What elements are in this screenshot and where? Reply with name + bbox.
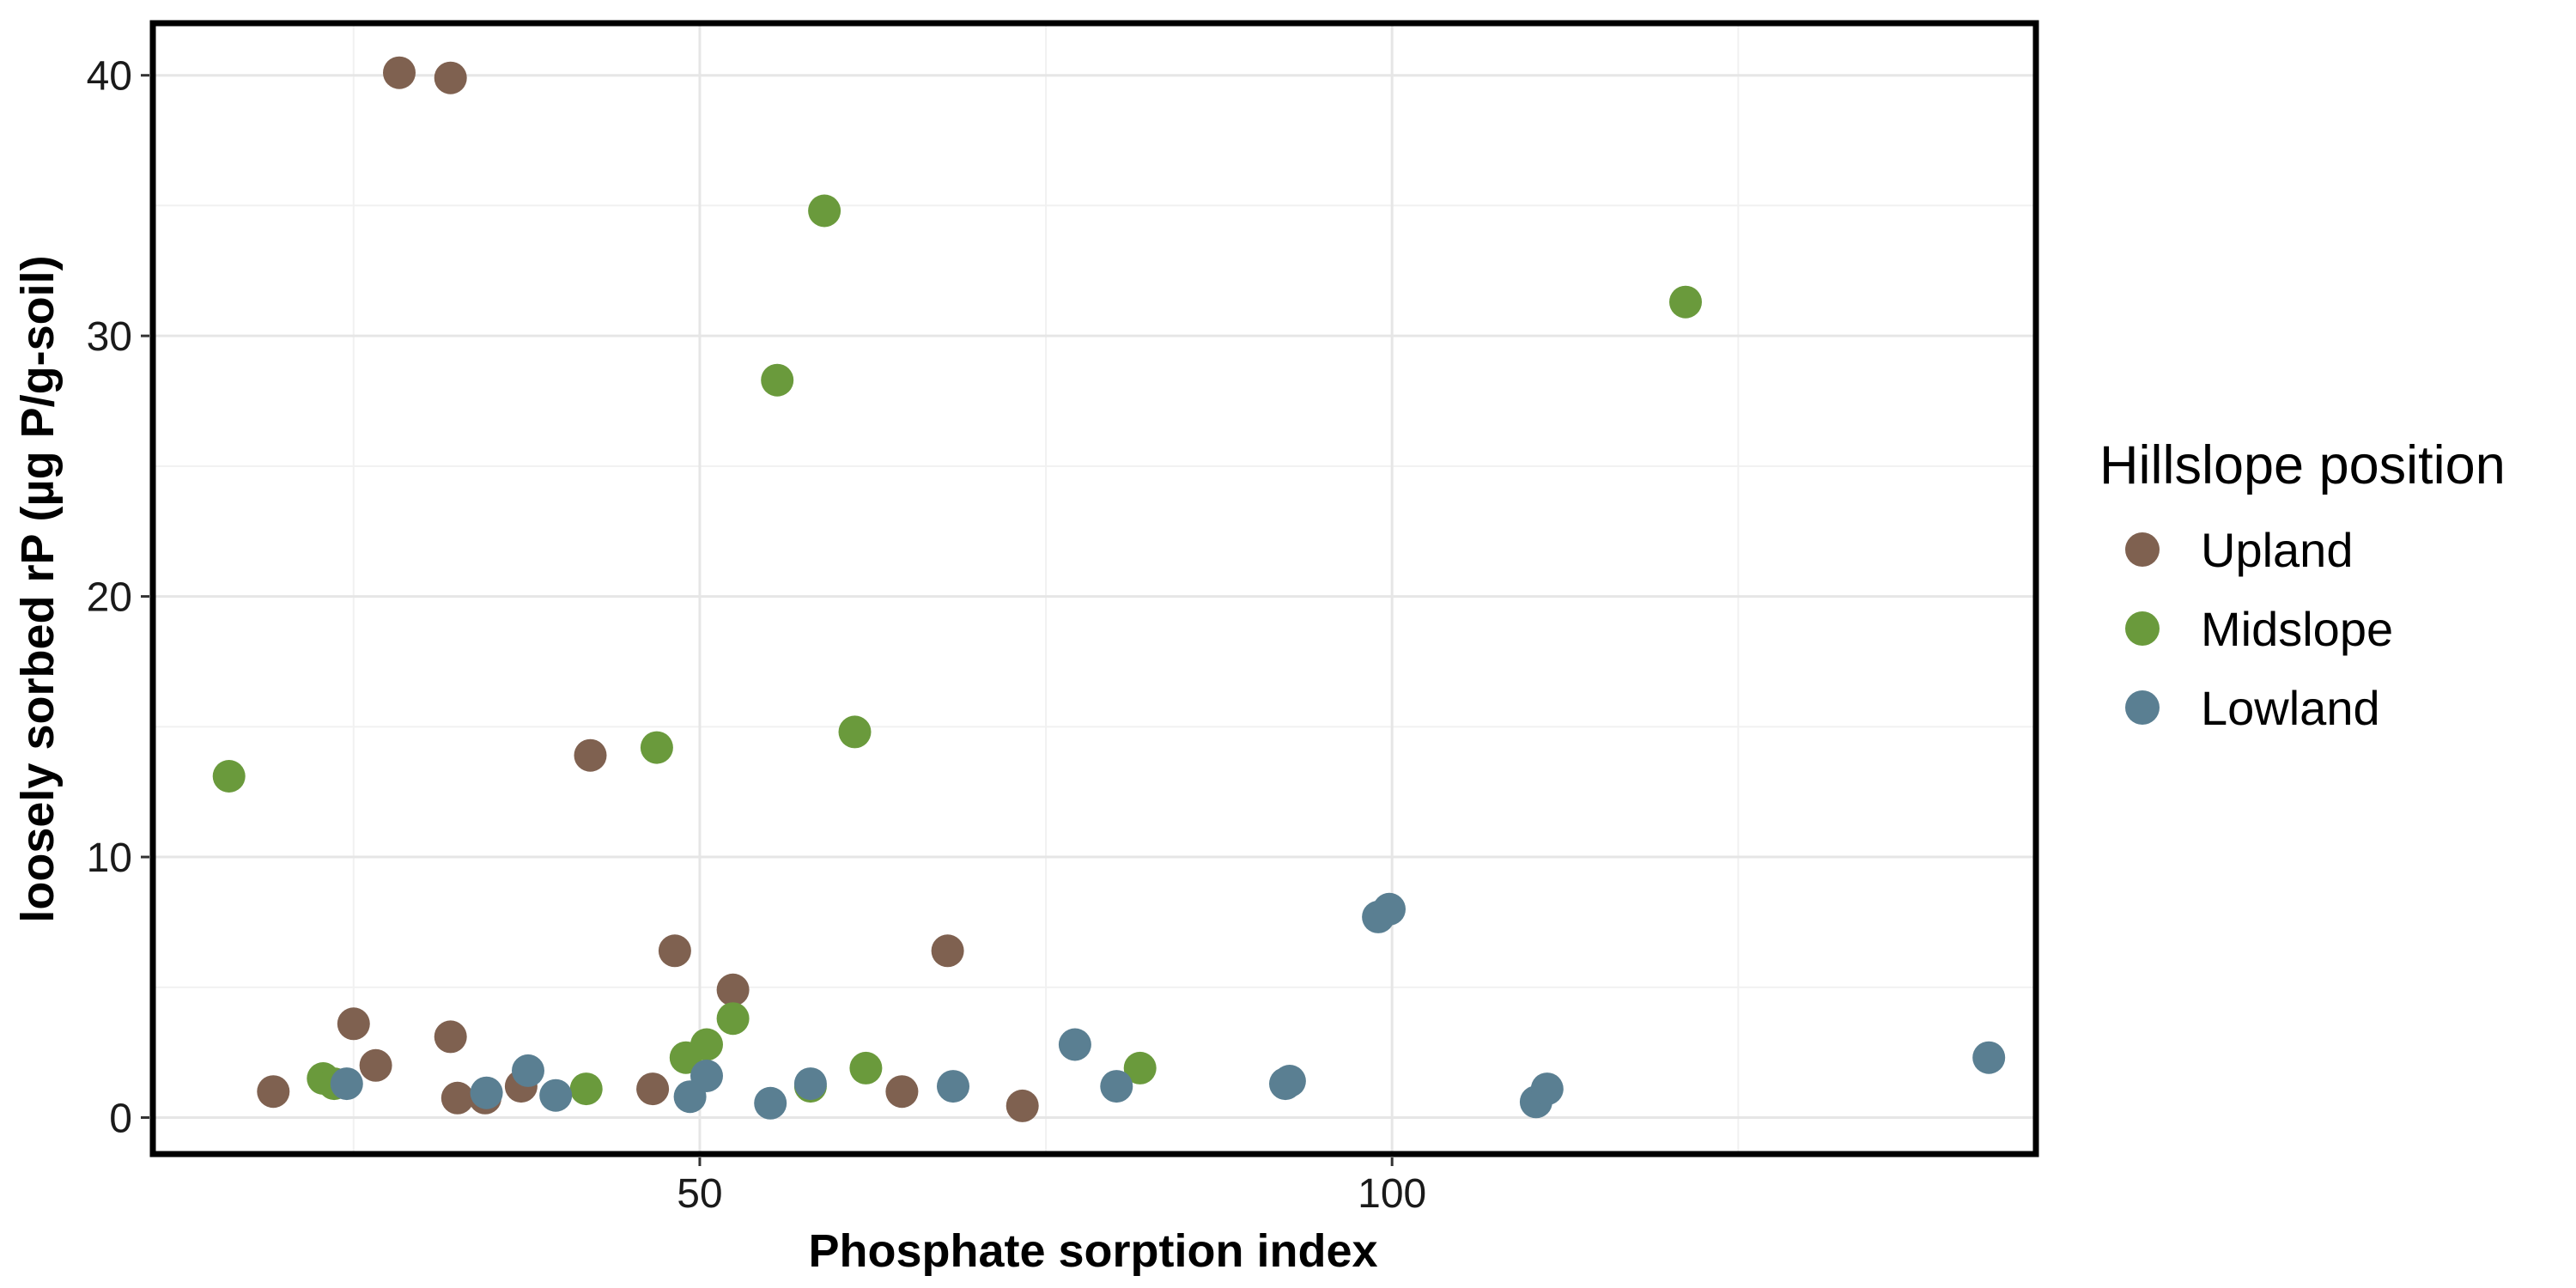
data-point-midslope xyxy=(849,1051,883,1084)
y-axis-ticks: 0 10 20 30 40 xyxy=(87,54,149,1142)
x-axis-title: Phosphate sorption index xyxy=(808,1225,1377,1277)
data-point-upland xyxy=(440,1081,474,1115)
plot-border xyxy=(149,20,2039,1157)
data-point-midslope xyxy=(761,363,794,397)
y-axis-title: loosely sorbed rP (µg P/g-soil) xyxy=(12,255,64,922)
data-point-lowland xyxy=(539,1078,573,1112)
data-point-lowland xyxy=(470,1076,503,1109)
data-point-upland xyxy=(383,56,416,89)
legend: Hillslope position Upland Midslope Lowland xyxy=(2099,435,2506,735)
data-point-midslope xyxy=(1669,285,1702,319)
data-point-upland xyxy=(359,1048,392,1082)
data-point-lowland xyxy=(1273,1065,1306,1097)
data-point-lowland xyxy=(937,1070,969,1103)
data-point-midslope xyxy=(808,194,841,228)
data-point-upland xyxy=(636,1072,670,1106)
y-tick-label: 20 xyxy=(87,575,132,621)
data-point-lowland xyxy=(793,1067,827,1101)
data-point-midslope xyxy=(640,731,673,764)
data-point-lowland xyxy=(512,1054,544,1087)
minor-gridlines xyxy=(153,23,2036,1154)
data-point-lowland xyxy=(754,1086,787,1120)
data-point-lowland xyxy=(1100,1070,1133,1103)
data-point-upland xyxy=(1005,1089,1039,1122)
legend-label-midslope: Midslope xyxy=(2201,602,2393,656)
data-points xyxy=(212,56,2006,1122)
legend-label-upland: Upland xyxy=(2201,523,2353,577)
data-point-midslope xyxy=(212,760,246,793)
legend-key-lowland xyxy=(2125,690,2160,725)
x-tick-label: 50 xyxy=(677,1171,722,1217)
y-tick-label: 40 xyxy=(87,54,132,100)
data-point-upland xyxy=(658,934,691,968)
data-point-lowland xyxy=(1972,1041,2006,1074)
major-gridlines xyxy=(153,23,2036,1154)
data-point-midslope xyxy=(1123,1051,1157,1084)
data-point-lowland xyxy=(330,1067,363,1101)
legend-title: Hillslope position xyxy=(2099,435,2506,495)
legend-label-lowland: Lowland xyxy=(2201,681,2380,735)
data-point-upland xyxy=(716,973,750,1006)
y-tick-label: 30 xyxy=(87,314,132,360)
data-point-lowland xyxy=(1373,892,1406,926)
data-point-upland xyxy=(257,1075,290,1109)
data-point-upland xyxy=(337,1007,370,1041)
data-point-upland xyxy=(931,934,964,968)
data-point-lowland xyxy=(1530,1072,1564,1106)
x-tick-label: 100 xyxy=(1358,1171,1426,1217)
y-tick-label: 10 xyxy=(87,835,132,881)
legend-key-midslope xyxy=(2125,611,2160,646)
y-tick-label: 0 xyxy=(109,1097,132,1142)
data-point-midslope xyxy=(838,715,872,749)
data-point-midslope xyxy=(716,1002,750,1036)
data-point-upland xyxy=(434,1020,467,1054)
legend-key-upland xyxy=(2125,532,2160,567)
data-point-lowland xyxy=(690,1060,723,1092)
data-point-upland xyxy=(434,61,467,94)
x-axis-ticks: 50 100 xyxy=(677,1157,1426,1217)
data-point-upland xyxy=(885,1075,919,1109)
data-point-midslope xyxy=(569,1072,603,1106)
data-point-lowland xyxy=(1058,1028,1091,1061)
data-point-upland xyxy=(574,738,607,772)
